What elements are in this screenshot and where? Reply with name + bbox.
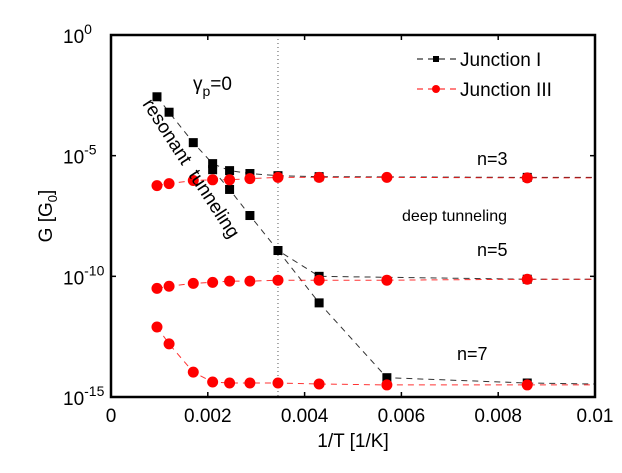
data-point-square: [245, 211, 255, 221]
data-point-circle: [313, 274, 325, 286]
series-junction-i-n3: [152, 92, 595, 182]
data-point-circle: [207, 276, 219, 288]
data-point-circle: [521, 172, 533, 184]
legend: Junction I Junction III: [417, 50, 552, 101]
data-point-square: [382, 373, 392, 383]
data-point-circle: [272, 377, 284, 389]
x-tick-label: 0: [106, 406, 117, 427]
data-point-circle: [187, 175, 199, 187]
legend-entry-junction-i: Junction I: [460, 50, 541, 71]
annotation-n5: n=5: [477, 240, 508, 260]
data-point-circle: [187, 366, 199, 378]
x-axis-label: 1/T [1/K]: [317, 431, 388, 452]
legend-marker-circle: [432, 85, 440, 93]
series-junction-iii-n5: [151, 273, 595, 294]
data-point-circle: [187, 277, 199, 289]
x-tick-label: 0.004: [281, 406, 329, 427]
annotation-deep-tunneling: deep tunneling: [402, 208, 507, 225]
data-point-square: [164, 107, 174, 117]
annotation-n3: n=3: [477, 149, 508, 169]
y-tick-label: 100: [63, 21, 92, 48]
series-junction-i-n7: [273, 246, 596, 388]
data-point-square: [314, 298, 324, 308]
data-point-circle: [163, 338, 175, 350]
data-point-circle: [244, 275, 256, 287]
data-point-square: [208, 159, 218, 169]
series-junction-iii-n7: [151, 321, 595, 391]
legend-entry-junction-iii: Junction III: [460, 80, 552, 101]
data-point-circle: [163, 280, 175, 292]
data-point-square: [188, 138, 198, 148]
data-point-circle: [244, 173, 256, 185]
data-point-circle: [381, 274, 393, 286]
data-point-circle: [521, 273, 533, 285]
series-line: [156, 96, 595, 178]
data-point-circle: [207, 174, 219, 186]
data-point-circle: [313, 378, 325, 390]
data-point-circle: [151, 282, 163, 294]
plot-frame: [109, 33, 597, 399]
y-tick-label: 10-15: [63, 383, 105, 410]
annotation-n7: n=7: [457, 344, 488, 364]
data-point-square: [208, 165, 218, 175]
data-point-square: [225, 184, 235, 194]
data-point-circle: [207, 376, 219, 388]
data-point-circle: [521, 379, 533, 391]
annotation-gamma: γp=0: [193, 74, 232, 99]
data-point-square: [152, 92, 162, 102]
series-line: [277, 250, 596, 385]
data-point-circle: [224, 174, 236, 186]
x-tick-label: 0.002: [184, 406, 232, 427]
y-axis-label: G [G0]: [36, 190, 60, 243]
data-point-circle: [272, 171, 284, 183]
data-point-circle: [151, 321, 163, 333]
data-point-circle: [151, 180, 163, 192]
x-tick-label: 0.006: [378, 406, 426, 427]
data-point-square: [225, 166, 235, 176]
data-point-circle: [244, 377, 256, 389]
y-tick-label: 10-5: [63, 142, 97, 169]
x-tick-label: 0.01: [577, 406, 614, 427]
data-point-circle: [381, 379, 393, 391]
y-tick-label: 10-10: [63, 262, 105, 289]
data-point-circle: [381, 171, 393, 183]
x-tick-label: 0.008: [474, 406, 522, 427]
legend-marker-square: [433, 56, 439, 62]
data-point-circle: [224, 275, 236, 287]
series-line: [156, 326, 595, 386]
data-point-square: [273, 246, 283, 256]
data-point-circle: [313, 171, 325, 183]
data-point-circle: [163, 178, 175, 190]
data-point-circle: [272, 274, 284, 286]
data-point-circle: [224, 377, 236, 389]
series-junction-iii-n3: [151, 171, 595, 192]
